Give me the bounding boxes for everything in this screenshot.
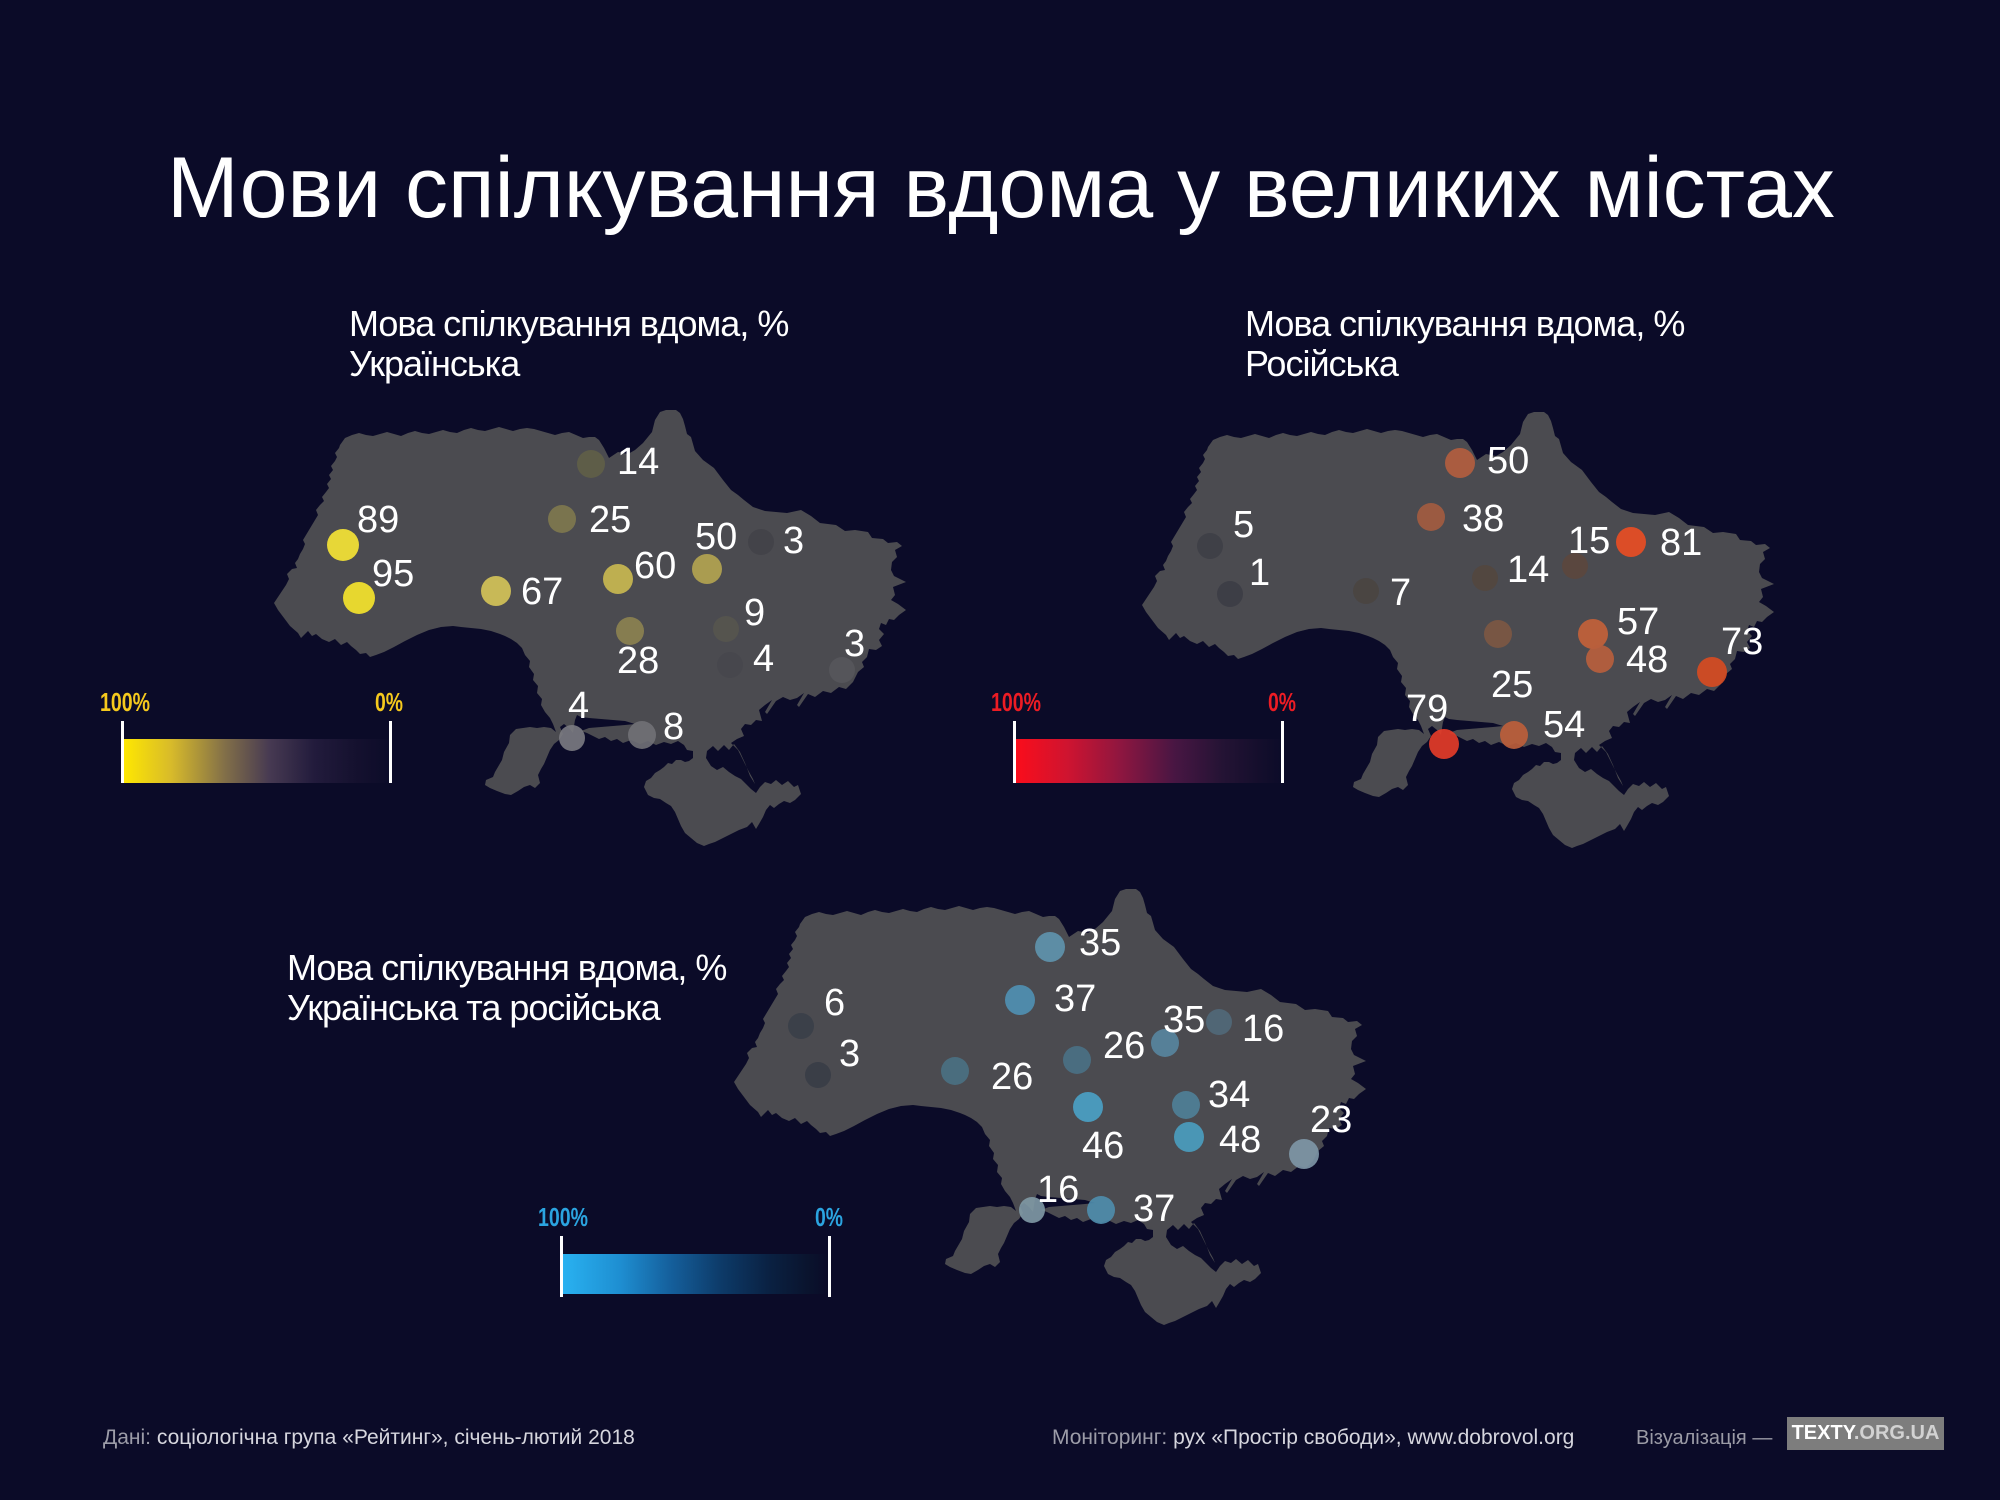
svg-text:26: 26 [991,1056,1033,1098]
svg-text:38: 38 [1462,498,1504,540]
svg-text:0%: 0% [375,687,403,717]
svg-text:16: 16 [1037,1169,1079,1211]
svg-text:0%: 0% [815,1202,843,1232]
svg-text:26: 26 [1103,1025,1145,1067]
svg-text:23: 23 [1310,1099,1352,1141]
svg-text:100%: 100% [538,1202,588,1232]
svg-text:28: 28 [617,640,659,682]
svg-text:25: 25 [589,499,631,541]
svg-text:15: 15 [1568,520,1610,562]
svg-text:6: 6 [824,982,845,1024]
svg-text:54: 54 [1543,704,1585,746]
svg-text:35: 35 [1163,999,1205,1041]
svg-text:95: 95 [372,553,414,595]
svg-text:67: 67 [521,571,563,613]
svg-text:25: 25 [1491,664,1533,706]
svg-text:14: 14 [1507,549,1549,591]
svg-text:79: 79 [1406,688,1448,730]
svg-text:14: 14 [617,441,659,483]
svg-text:0%: 0% [1268,687,1296,717]
svg-text:100%: 100% [100,687,150,717]
svg-text:34: 34 [1208,1074,1250,1116]
svg-text:4: 4 [753,638,774,680]
svg-text:35: 35 [1079,922,1121,964]
svg-text:73: 73 [1721,621,1763,663]
svg-text:1: 1 [1249,552,1270,594]
svg-text:5: 5 [1233,504,1254,546]
svg-text:100%: 100% [991,687,1041,717]
svg-text:37: 37 [1054,978,1096,1020]
svg-text:46: 46 [1082,1125,1124,1167]
svg-text:89: 89 [357,499,399,541]
svg-text:3: 3 [844,623,865,665]
svg-text:48: 48 [1626,639,1668,681]
svg-text:7: 7 [1390,572,1411,614]
svg-text:16: 16 [1242,1008,1284,1050]
svg-text:57: 57 [1617,601,1659,643]
svg-text:50: 50 [695,516,737,558]
svg-text:48: 48 [1219,1119,1261,1161]
svg-text:3: 3 [839,1033,860,1075]
svg-text:37: 37 [1133,1188,1175,1230]
svg-text:50: 50 [1487,440,1529,482]
svg-text:8: 8 [663,706,684,748]
svg-text:9: 9 [744,592,765,634]
svg-text:81: 81 [1660,522,1702,564]
svg-text:3: 3 [783,520,804,562]
svg-text:4: 4 [568,685,589,727]
svg-text:60: 60 [634,545,676,587]
